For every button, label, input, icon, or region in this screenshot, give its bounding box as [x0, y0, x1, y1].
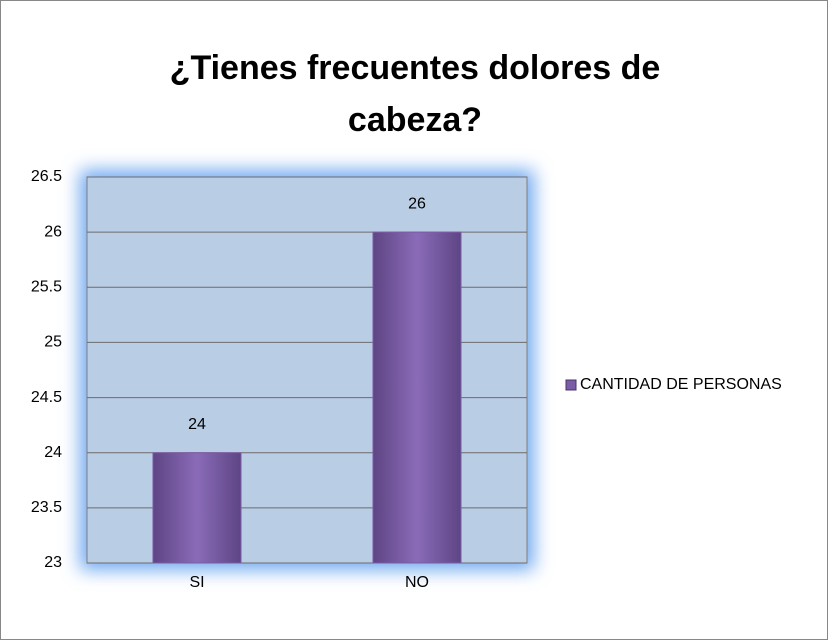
y-tick-label: 23.5 [31, 499, 62, 516]
y-tick-label: 26.5 [31, 168, 62, 185]
legend-swatch [565, 379, 577, 391]
legend-label: CANTIDAD DE PERSONAS [580, 376, 782, 393]
y-tick-label: 23 [44, 554, 62, 571]
y-tick-label: 26 [44, 223, 62, 240]
y-tick-label: 24.5 [31, 389, 62, 406]
chart-title: ¿Tienes frecuentes dolores de cabeza? [169, 49, 661, 139]
bar [152, 452, 242, 564]
chart: 23 23.5 24 24.5 25 25.5 26 26.5 SI 24 NO 26 CANTIDAD… [31, 168, 782, 591]
x-tick-label: SI [189, 574, 204, 591]
bar [372, 231, 462, 564]
data-label: 26 [408, 195, 426, 212]
y-tick-label: 25 [44, 334, 62, 351]
y-tick-label: 24 [44, 444, 62, 461]
y-tick-label: 25.5 [31, 279, 62, 296]
data-label: 24 [188, 416, 206, 433]
x-tick-label: NO [405, 574, 429, 591]
